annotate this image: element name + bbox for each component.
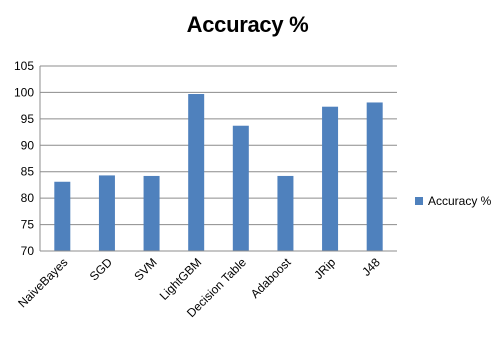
x-tick-label: Adaboost — [248, 255, 294, 301]
bar-jrip — [322, 106, 339, 251]
gridlines — [40, 65, 397, 252]
legend-swatch — [415, 197, 423, 205]
bar-lightgbm — [188, 94, 205, 251]
bar-adaboost — [277, 175, 294, 251]
axes — [39, 66, 397, 252]
y-tick-label: 75 — [21, 218, 35, 232]
bar-naivebayes — [54, 181, 71, 251]
bar-svm — [143, 175, 160, 251]
bar-decision-table — [232, 125, 249, 251]
y-tick-label: 90 — [21, 138, 35, 152]
x-tick-label: JRip — [311, 255, 338, 282]
legend-label: Accuracy % — [428, 194, 492, 208]
y-tick-label: 100 — [14, 85, 34, 99]
y-tick-label: 70 — [21, 244, 35, 258]
x-tick-label: SVM — [131, 255, 159, 283]
bars — [54, 94, 383, 251]
y-tick-label: 95 — [21, 112, 35, 126]
chart-title: Accuracy % — [186, 12, 309, 37]
y-tick-labels: 70 75 80 85 90 95 100 105 — [14, 59, 34, 258]
x-tick-label: SGD — [87, 255, 116, 284]
bar-j48 — [366, 102, 383, 251]
y-tick-label: 105 — [14, 59, 34, 73]
bar-sgd — [98, 175, 115, 251]
y-tick-label: 80 — [21, 191, 35, 205]
legend: Accuracy % — [415, 194, 491, 208]
x-tick-label: J48 — [359, 255, 383, 279]
y-tick-label: 85 — [21, 165, 35, 179]
x-tick-label: NaiveBayes — [15, 255, 70, 310]
